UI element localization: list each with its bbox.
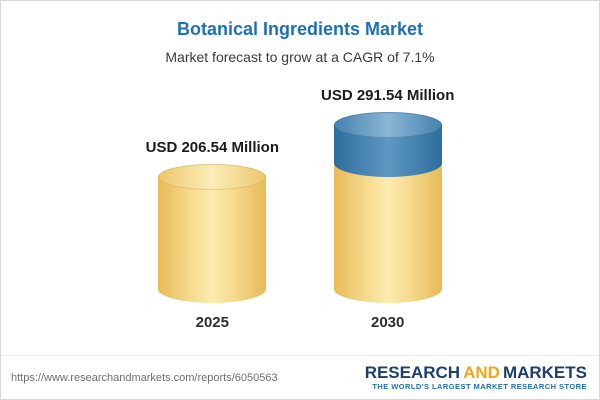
bar-group-2030: USD 291.54 Million 2030 [321, 87, 454, 331]
bar-chart: USD 206.54 Million 2025 USD 291.54 Milli… [1, 71, 599, 331]
value-label-2030: USD 291.54 Million [321, 87, 455, 104]
category-label-2030: 2030 [371, 314, 405, 331]
value-label-2025: USD 206.54 Million [145, 139, 279, 156]
cylinder-2030-cap [333, 112, 442, 138]
chart-title: Botanical Ingredients Market [176, 19, 424, 39]
logo-word-markets: MARKETS [502, 362, 587, 382]
bar-group-2025: USD 206.54 Million 2025 [146, 139, 279, 331]
cylinder-2025-cap [158, 164, 267, 190]
category-label-2025: 2025 [195, 314, 229, 331]
logo-word-research: RESEARCH [364, 362, 461, 382]
source-url-link[interactable]: https://www.researchandmarkets.com/repor… [11, 371, 278, 384]
cylinder-2025-body [158, 177, 267, 303]
logo-wordmark: RESEARCH AND MARKETS [364, 362, 587, 382]
chart-subtitle: Market forecast to grow at a CAGR of 7.1… [165, 49, 435, 65]
logo-word-and: AND [463, 362, 500, 382]
research-and-markets-logo[interactable]: RESEARCH AND MARKETS THE WORLD'S LARGEST M… [364, 362, 587, 392]
logo-tagline: THE WORLD'S LARGEST MARKET RESEARCH STOR… [372, 382, 587, 392]
cylinder-2025 [158, 164, 267, 303]
footer: https://www.researchandmarkets.com/repor… [1, 355, 599, 399]
cylinder-2030 [333, 112, 442, 303]
